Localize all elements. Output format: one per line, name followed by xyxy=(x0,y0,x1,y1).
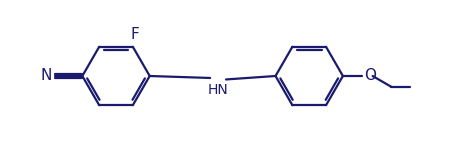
Text: O: O xyxy=(364,69,376,84)
Text: HN: HN xyxy=(207,83,228,97)
Text: N: N xyxy=(40,69,52,84)
Text: F: F xyxy=(131,27,140,42)
